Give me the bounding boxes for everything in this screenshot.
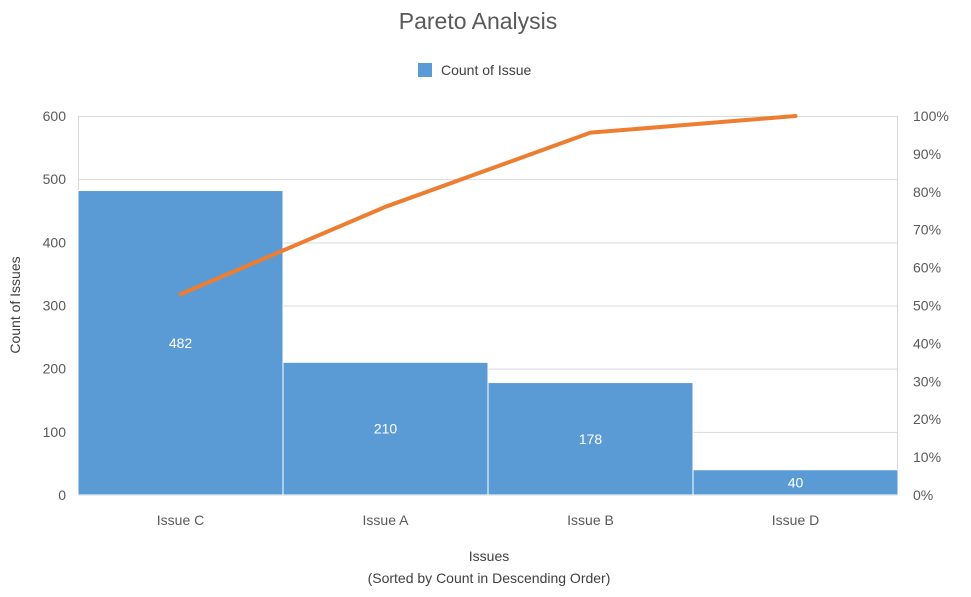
- x-tick-label: Issue B: [567, 512, 614, 528]
- y2-tick-label: 40%: [913, 335, 941, 351]
- x-tick-label: Issue A: [363, 512, 410, 528]
- y2-tick-label: 80%: [913, 184, 941, 200]
- y2-tick-label: 70%: [913, 222, 941, 238]
- y-tick-label: 300: [43, 298, 67, 314]
- bars: [77, 190, 899, 496]
- y2-tick-label: 10%: [913, 449, 941, 465]
- y2-tick-label: 30%: [913, 373, 941, 389]
- legend-label: Count of Issue: [441, 62, 531, 78]
- y-tick-label: 0: [58, 487, 66, 503]
- cumulative-line-layer: [178, 114, 798, 297]
- y-tick-label: 200: [43, 361, 67, 377]
- bar-data-label: 210: [374, 421, 398, 437]
- bar-data-label: 40: [788, 474, 804, 490]
- y-tick-label: 500: [43, 171, 67, 187]
- bar: [487, 382, 694, 496]
- chart-title: Pareto Analysis: [399, 8, 558, 34]
- bar: [692, 469, 899, 496]
- y-axis-title: Count of Issues: [7, 256, 23, 353]
- bar-data-label: 178: [579, 431, 603, 447]
- y-tick-label: 100: [43, 424, 67, 440]
- x-axis-ticks: Issue C Issue A Issue B Issue D: [157, 512, 819, 528]
- legend-swatch: [418, 63, 432, 77]
- y2-axis-ticks: 0% 10% 20% 30% 40% 50% 60% 70% 80% 90% 100%: [913, 108, 949, 503]
- cumulative-percent-line: [178, 114, 798, 297]
- y2-tick-label: 90%: [913, 146, 941, 162]
- y2-tick-label: 0%: [913, 487, 933, 503]
- bar-data-label: 482: [169, 335, 193, 351]
- bar-data-labels: 482 210 178 40: [169, 335, 804, 491]
- y2-tick-label: 20%: [913, 411, 941, 427]
- x-axis-title: Issues: [469, 548, 509, 564]
- bar: [77, 190, 284, 496]
- y-tick-label: 400: [43, 234, 67, 250]
- x-tick-label: Issue D: [772, 512, 819, 528]
- y-tick-label: 600: [43, 108, 67, 124]
- y2-tick-label: 50%: [913, 298, 941, 314]
- y2-tick-label: 60%: [913, 260, 941, 276]
- y2-tick-label: 100%: [913, 108, 949, 124]
- y-axis-ticks: 0 100 200 300 400 500 600: [43, 108, 67, 503]
- bar: [282, 361, 489, 496]
- legend: Count of Issue: [418, 62, 531, 78]
- x-axis-subtitle: (Sorted by Count in Descending Order): [368, 570, 611, 586]
- x-tick-label: Issue C: [157, 512, 204, 528]
